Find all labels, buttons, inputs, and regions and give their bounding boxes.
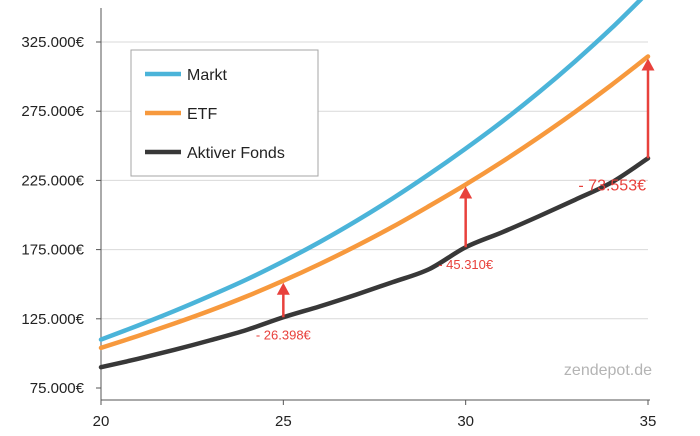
difference-arrow-head bbox=[641, 58, 655, 71]
difference-label: - 26.398€ bbox=[256, 327, 312, 342]
legend-label-etf: ETF bbox=[187, 106, 217, 123]
x-tick-label: 20 bbox=[93, 413, 110, 430]
y-tick-label: 325.000€ bbox=[21, 34, 84, 51]
difference-label: - 73.553€ bbox=[578, 177, 646, 194]
x-tick-label: 35 bbox=[640, 413, 657, 430]
x-axis-ticks: 20 25 30 35 bbox=[93, 400, 657, 430]
y-tick-label: 125.000€ bbox=[21, 311, 84, 328]
y-tick-label: 275.000€ bbox=[21, 103, 84, 120]
difference-arrow-head bbox=[459, 186, 473, 199]
y-axis-ticks: 75.000€ 125.000€ 175.000€ 225.000€ 275.000€ 3… bbox=[21, 34, 101, 397]
legend-label-aktiver-fonds: Aktiver Fonds bbox=[187, 145, 285, 162]
axes bbox=[100, 8, 650, 401]
legend-label-markt: Markt bbox=[187, 67, 228, 84]
y-tick-label: 225.000€ bbox=[21, 172, 84, 189]
annotations: - 26.398€ - 45.310€ - 73.553€ bbox=[256, 58, 655, 342]
watermark-text: zendepot.de bbox=[564, 362, 652, 379]
y-tick-label: 75.000€ bbox=[30, 380, 85, 397]
x-tick-label: 25 bbox=[275, 413, 292, 430]
difference-arrow-head bbox=[276, 282, 290, 295]
difference-label: - 45.310€ bbox=[438, 257, 494, 272]
series-line-aktiver-fonds bbox=[98, 156, 651, 370]
legend: Markt ETF Aktiver Fonds bbox=[130, 49, 319, 177]
series-line-etf bbox=[98, 54, 651, 351]
y-tick-label: 175.000€ bbox=[21, 242, 84, 259]
series-lines bbox=[98, 0, 651, 370]
series-line-markt bbox=[98, 0, 644, 342]
x-tick-label: 30 bbox=[457, 413, 474, 430]
